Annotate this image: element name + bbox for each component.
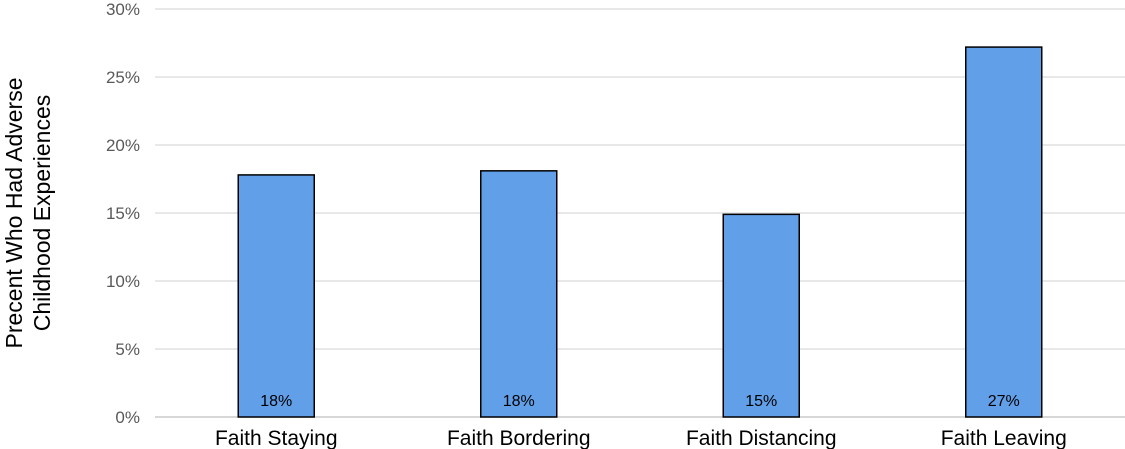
x-axis-category-labels: Faith Staying Faith Bordering Faith Distan… bbox=[215, 427, 1067, 449]
y-tick-label: 5% bbox=[115, 340, 140, 359]
x-category-label: Faith Staying bbox=[215, 427, 338, 449]
data-labels: 18% 18% 15% 27% bbox=[260, 393, 1020, 410]
bar bbox=[722, 213, 800, 418]
y-tick-label: 20% bbox=[106, 136, 140, 155]
y-tick-label: 0% bbox=[115, 408, 140, 427]
y-tick-label: 10% bbox=[106, 272, 140, 291]
data-label: 18% bbox=[503, 393, 535, 410]
data-label: 27% bbox=[988, 393, 1020, 410]
y-tick-label: 30% bbox=[106, 0, 140, 19]
data-label: 18% bbox=[260, 393, 292, 410]
y-axis-tick-labels: 0% 5% 10% 15% 20% 25% 30% bbox=[106, 0, 140, 427]
data-label: 15% bbox=[745, 393, 777, 410]
bar bbox=[480, 170, 558, 418]
bar bbox=[965, 46, 1043, 418]
x-category-label: Faith Bordering bbox=[447, 427, 591, 449]
gridlines bbox=[155, 8, 1125, 418]
y-tick-label: 15% bbox=[106, 204, 140, 223]
y-tick-label: 25% bbox=[106, 68, 140, 87]
bar bbox=[237, 174, 315, 418]
bars bbox=[237, 46, 1043, 418]
x-category-label: Faith Distancing bbox=[686, 427, 837, 449]
x-category-label: Faith Leaving bbox=[941, 427, 1067, 449]
y-axis-title: Precent Who Had Adverse Childhood Experi… bbox=[1, 77, 55, 348]
y-axis-title-line-1: Precent Who Had Adverse bbox=[1, 77, 27, 348]
y-axis-title-line-2: Childhood Experiences bbox=[29, 95, 55, 332]
